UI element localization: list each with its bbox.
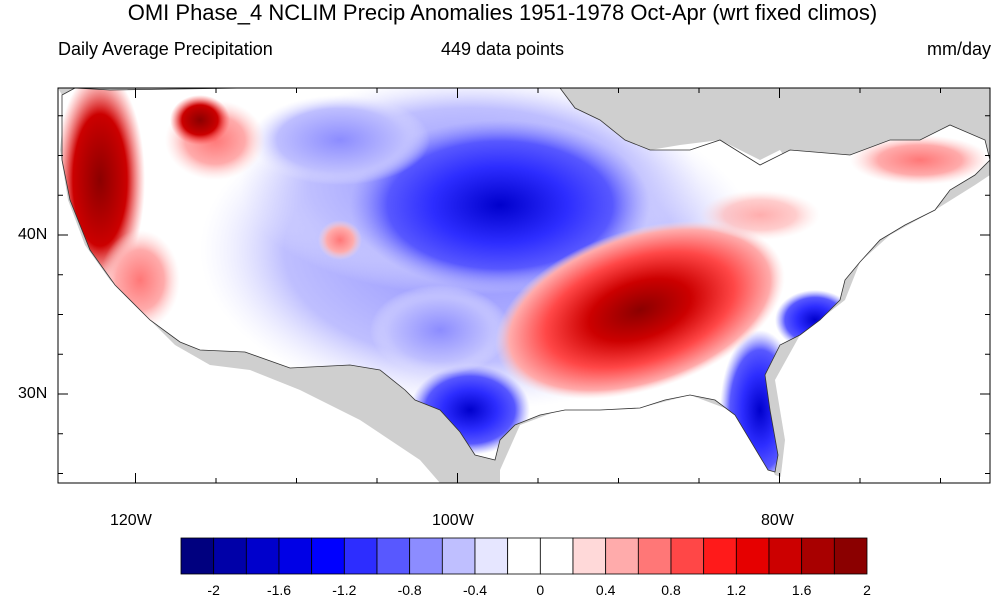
lat-label-40n: 40N bbox=[18, 226, 48, 243]
colorbar-swatch bbox=[507, 537, 541, 575]
lon-label-120w: 120W bbox=[110, 512, 152, 529]
colorbar-swatch bbox=[833, 537, 868, 575]
atlantic-ocean bbox=[775, 175, 990, 483]
colorbar-swatch bbox=[539, 537, 574, 575]
pacific-ocean bbox=[58, 88, 440, 483]
colorbar-tick-label: 0.8 bbox=[661, 582, 681, 598]
colorbar-tick-label: 0.4 bbox=[595, 582, 616, 598]
colorbar-swatch bbox=[768, 537, 803, 575]
colorbar-swatch bbox=[670, 537, 705, 575]
colorbar-swatch bbox=[637, 537, 672, 575]
colorbar-swatch bbox=[278, 537, 313, 575]
baja-gulf bbox=[215, 370, 270, 445]
lat-label-30n: 30N bbox=[18, 385, 48, 402]
colorbar-tick-label: -2 bbox=[207, 582, 220, 598]
colorbar-tick-label: 1.6 bbox=[791, 582, 812, 598]
data-points-label: 449 data points bbox=[440, 39, 565, 59]
map-title: OMI Phase_4 NCLIM Precip Anomalies 1951-… bbox=[127, 0, 878, 25]
gulf-of-mexico bbox=[500, 395, 800, 483]
colorbar-swatch bbox=[605, 537, 639, 575]
us-outline bbox=[61, 88, 990, 473]
colorbar-swatch bbox=[245, 537, 280, 575]
lon-label-100w: 100W bbox=[432, 512, 474, 529]
colorbar-tick-label: 2 bbox=[863, 582, 871, 598]
colorbar-swatch bbox=[343, 537, 378, 575]
colorbar-swatch bbox=[572, 537, 607, 575]
colorbar-swatch bbox=[376, 537, 411, 575]
colorbar-swatch bbox=[801, 537, 835, 575]
colorbar-swatch bbox=[441, 537, 476, 575]
colorbar-tick-label: -1.2 bbox=[332, 582, 357, 598]
colorbar-swatch bbox=[735, 537, 770, 575]
colorbar-swatch bbox=[703, 537, 737, 575]
colorbar-tick-label: -1.6 bbox=[266, 582, 292, 598]
colorbar-tick-label: -0.4 bbox=[462, 582, 488, 598]
units-label: mm/day bbox=[926, 39, 991, 59]
colorbar-swatch bbox=[311, 537, 345, 575]
plot-frame bbox=[57, 87, 991, 484]
colorbar-swatch bbox=[409, 537, 443, 575]
colorbar-tick-label: 0 bbox=[536, 582, 545, 598]
colorbar-swatch bbox=[180, 537, 215, 575]
variable-label: Daily Average Precipitation bbox=[58, 39, 273, 59]
colorbar-swatch bbox=[474, 537, 509, 575]
colorbar-tick-label: 1.2 bbox=[726, 582, 747, 598]
colorbar-swatch bbox=[213, 537, 247, 575]
colorbar bbox=[180, 537, 868, 575]
colorbar-tick-label: -0.8 bbox=[397, 582, 422, 598]
lon-label-80w: 80W bbox=[761, 512, 794, 529]
